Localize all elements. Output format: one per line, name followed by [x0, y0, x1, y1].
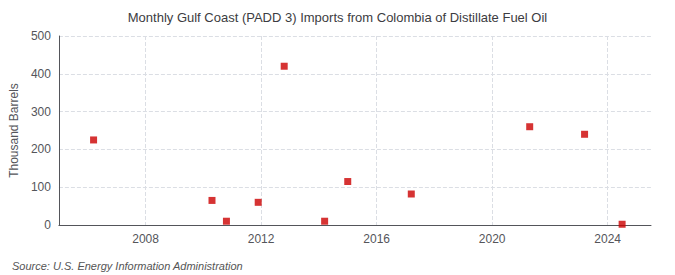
svg-text:200: 200: [31, 142, 51, 156]
svg-text:0: 0: [44, 218, 51, 232]
svg-text:Thousand Barrels: Thousand Barrels: [7, 83, 21, 178]
svg-text:500: 500: [31, 29, 51, 43]
svg-text:Source: U.S. Energy Informatio: Source: U.S. Energy Information Administ…: [12, 260, 243, 272]
svg-text:Monthly Gulf Coast (PADD 3) Im: Monthly Gulf Coast (PADD 3) Imports from…: [128, 10, 548, 25]
svg-text:400: 400: [31, 67, 51, 81]
svg-text:100: 100: [31, 180, 51, 194]
svg-text:300: 300: [31, 105, 51, 119]
svg-text:2024: 2024: [594, 232, 621, 246]
svg-text:2008: 2008: [132, 232, 159, 246]
svg-text:2012: 2012: [248, 232, 275, 246]
svg-text:2016: 2016: [363, 232, 390, 246]
svg-text:2020: 2020: [479, 232, 506, 246]
